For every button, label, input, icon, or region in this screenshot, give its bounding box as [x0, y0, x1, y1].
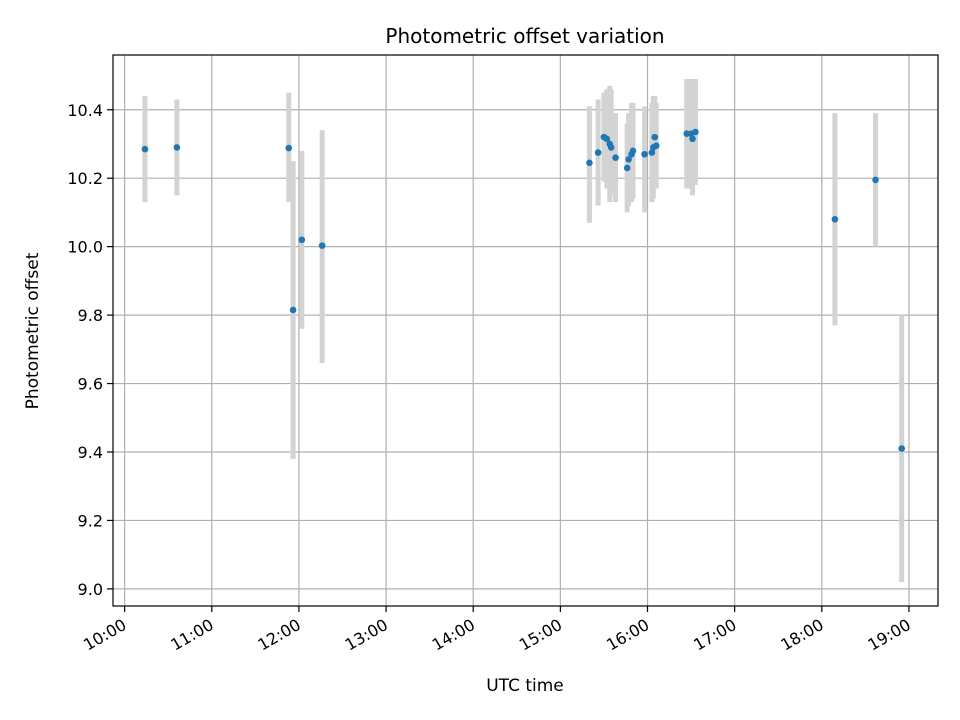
data-point	[652, 142, 660, 149]
y-tick-label: 10.2	[67, 169, 103, 188]
x-tick-label: 15:00	[516, 615, 565, 655]
error-bars	[142, 78, 905, 583]
y-tick-label: 9.8	[78, 306, 103, 325]
data-point	[141, 145, 149, 153]
data-point	[692, 128, 699, 136]
x-tick-label: 18:00	[777, 615, 826, 655]
y-tick-label: 9.0	[78, 580, 103, 599]
y-tick-label: 10.0	[67, 238, 103, 257]
x-tick-label: 14:00	[429, 615, 478, 655]
data-point	[689, 135, 696, 143]
data-point	[285, 144, 293, 152]
x-tick-label: 16:00	[603, 615, 652, 655]
data-point	[629, 147, 637, 155]
data-point	[872, 176, 879, 184]
plot-area-frame	[112, 54, 939, 607]
y-tick-label: 9.4	[78, 443, 103, 462]
data-point	[625, 156, 632, 163]
data-point	[831, 215, 839, 223]
data-point	[648, 149, 656, 156]
data-point	[289, 306, 297, 314]
y-tick-label: 9.6	[78, 375, 103, 394]
data-point	[651, 133, 659, 141]
y-tick-label: 9.2	[78, 511, 103, 530]
x-axis-label: UTC time	[486, 676, 564, 696]
data-point	[898, 445, 905, 452]
x-axis-ticks: 10:00 11:00 12:00 13:00 14:00 15:00 16:00 17:00…	[80, 606, 914, 655]
x-tick-label: 17:00	[690, 615, 739, 655]
data-point	[298, 236, 306, 244]
data-point	[318, 242, 326, 249]
data-point	[603, 135, 611, 143]
data-point	[612, 154, 619, 161]
data-points	[141, 128, 905, 452]
y-axis-ticks: 9.0 9.2 9.4 9.6 9.8 10.0 10.2 10.4	[67, 101, 113, 599]
grid	[113, 55, 938, 606]
data-point	[641, 150, 648, 158]
data-point	[607, 144, 615, 151]
x-tick-label: 10:00	[80, 615, 129, 655]
x-tick-label: 12:00	[254, 615, 303, 655]
y-tick-label: 10.4	[67, 101, 103, 120]
data-point	[173, 144, 181, 151]
x-tick-label: 13:00	[342, 615, 391, 655]
data-point	[594, 149, 602, 156]
x-tick-label: 19:00	[865, 615, 914, 655]
x-tick-label: 11:00	[167, 615, 216, 655]
data-point	[623, 164, 631, 172]
y-axis-label: Photometric offset	[23, 252, 43, 409]
chart-title: Photometric offset variation	[385, 24, 664, 48]
data-point	[586, 159, 593, 167]
